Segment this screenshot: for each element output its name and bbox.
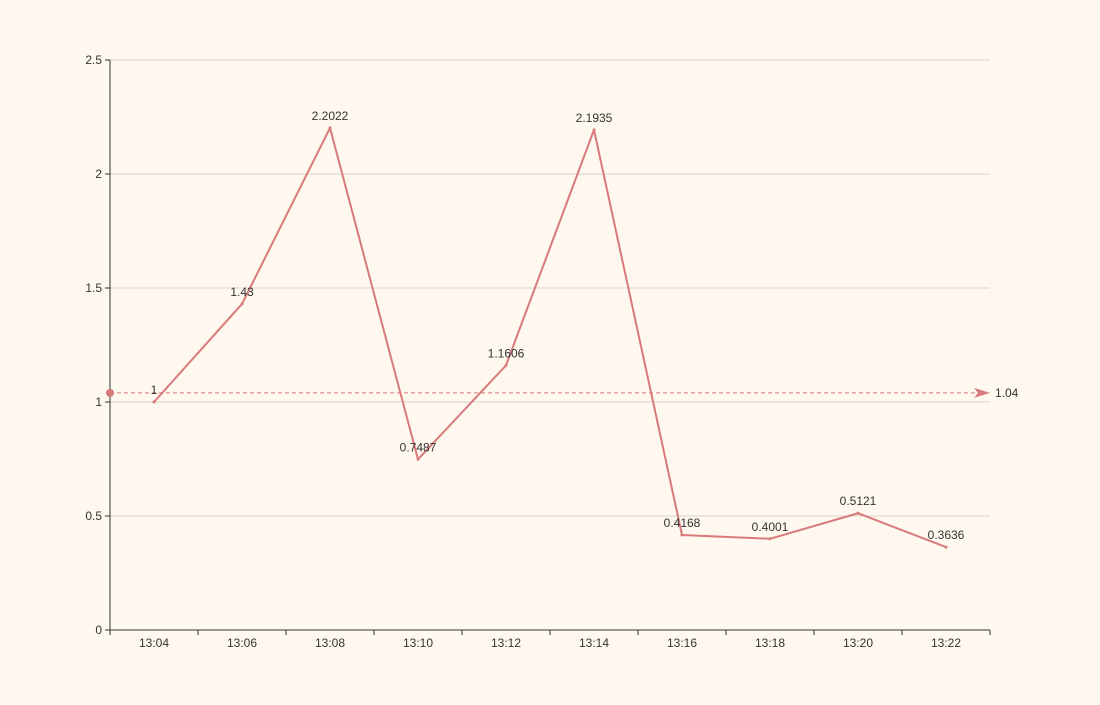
data-point[interactable] <box>416 457 420 461</box>
data-labels: 1 1.43 2.2022 0.7487 1.1606 2.1935 0.4168 0.400… <box>151 109 965 542</box>
x-tick-label: 13:04 <box>139 636 169 650</box>
data-label: 1.43 <box>230 285 254 299</box>
x-tick-label: 13:22 <box>931 636 961 650</box>
data-label: 0.7487 <box>400 440 437 454</box>
x-tick-label: 13:14 <box>579 636 609 650</box>
data-point[interactable] <box>504 363 508 367</box>
series-layer <box>152 126 948 549</box>
data-label: 0.4001 <box>752 520 789 534</box>
y-tick-label: 2.5 <box>85 53 102 67</box>
data-point[interactable] <box>856 511 860 515</box>
average-mark-line: 1.04 <box>106 386 1019 400</box>
data-label: 0.4168 <box>664 516 701 530</box>
data-point[interactable] <box>328 126 332 130</box>
data-point[interactable] <box>592 128 596 132</box>
y-tick-label: 0 <box>95 623 102 637</box>
data-point[interactable] <box>152 400 156 404</box>
x-tick-label: 13:18 <box>755 636 785 650</box>
data-label: 1 <box>151 383 158 397</box>
y-tick-label: 1 <box>95 395 102 409</box>
y-tick-label: 1.5 <box>85 281 102 295</box>
x-tick-label: 13:20 <box>843 636 873 650</box>
axes: 0 0.5 1 1.5 2 2.5 13:04 13:06 13:08 13:10 13:12 13:… <box>85 53 991 650</box>
data-label: 0.5121 <box>840 494 877 508</box>
series-line <box>153 126 947 549</box>
y-tick-label: 2 <box>95 167 102 181</box>
x-tick-label: 13:08 <box>315 636 345 650</box>
x-tick-label: 13:16 <box>667 636 697 650</box>
data-point[interactable] <box>680 533 684 537</box>
data-point[interactable] <box>944 545 948 549</box>
mark-line-label: 1.04 <box>995 386 1019 400</box>
x-tick-label: 13:06 <box>227 636 257 650</box>
grid-lines <box>110 59 990 517</box>
y-tick-label: 0.5 <box>85 509 102 523</box>
data-label: 2.1935 <box>576 111 613 125</box>
data-point[interactable] <box>768 537 772 541</box>
mark-line-arrow <box>974 387 990 398</box>
data-label: 2.2022 <box>312 109 349 123</box>
x-tick-label: 13:10 <box>403 636 433 650</box>
data-label: 0.3636 <box>928 528 965 542</box>
x-tick-label: 13:12 <box>491 636 521 650</box>
data-point[interactable] <box>240 302 244 306</box>
data-label: 1.1606 <box>488 346 525 360</box>
